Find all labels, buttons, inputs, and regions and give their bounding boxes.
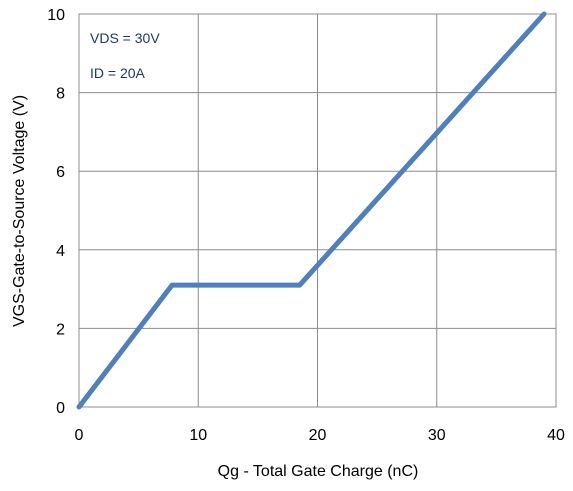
x-tick-label: 0: [75, 427, 84, 444]
x-axis-title: Qg - Total Gate Charge (nC): [218, 463, 419, 480]
y-tick-label: 8: [56, 86, 65, 103]
data-point: [78, 406, 80, 408]
y-tick-label: 10: [47, 7, 65, 24]
data-point: [299, 284, 301, 286]
x-tick-label: 10: [189, 427, 207, 444]
x-tick-label: 40: [547, 427, 565, 444]
plot-border: [78, 13, 557, 408]
x-tick-label: 30: [428, 427, 446, 444]
y-axis-title: VGS-Gate-to-Source Voltage (V): [11, 95, 28, 327]
annotation-id: ID = 20A: [90, 65, 146, 81]
data-point: [171, 284, 173, 286]
y-tick-label: 4: [56, 243, 65, 260]
y-tick-label: 6: [56, 164, 65, 181]
data-point: [543, 13, 545, 15]
y-tick-label: 2: [56, 321, 65, 338]
x-tick-label: 20: [309, 427, 327, 444]
y-axis-ticks: 0 2 4 6 8 10: [47, 7, 65, 417]
series-line-0: [76, 11, 547, 410]
grid: [78, 13, 557, 408]
series-layer: [76, 11, 547, 410]
annotation-vds: VDS = 30V: [90, 30, 160, 46]
y-tick-label: 0: [56, 400, 65, 417]
x-axis-ticks: 0 10 20 30 40: [75, 427, 565, 444]
plot-frame: [78, 13, 557, 408]
